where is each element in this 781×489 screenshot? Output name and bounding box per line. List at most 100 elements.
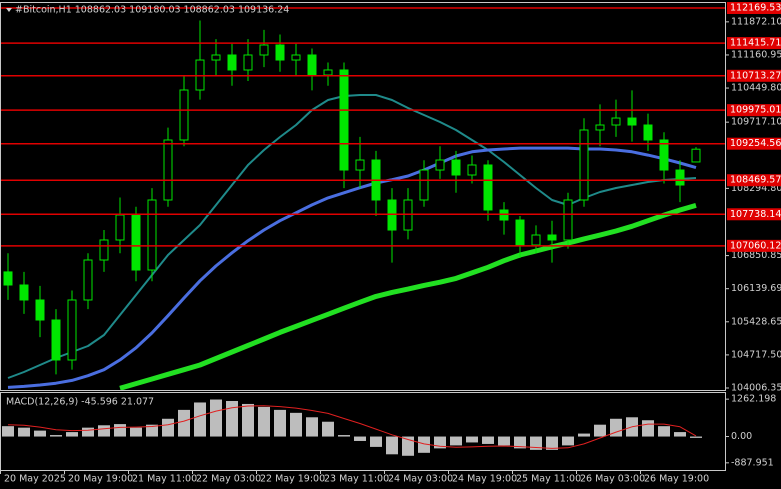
histogram-bar [610,418,622,437]
menu-icon [6,8,12,12]
level-tag [727,104,781,117]
histogram-bar [258,406,270,437]
histogram-bar [498,436,510,446]
candle-body [275,44,285,61]
histogram-bar [658,426,670,437]
level-tag [727,137,781,150]
y-tick-label: 104006.35 [731,383,781,394]
price-frame [0,2,726,391]
histogram-bar [690,436,702,438]
candle-body [35,299,45,321]
level-label: 109254.56 [730,138,781,149]
candle-body [339,69,349,171]
y-tick-label: 1262.198 [731,394,776,405]
candle-body [627,117,637,126]
moving-average [119,202,697,390]
level-label: 107060.12 [730,240,781,251]
histogram-bar [530,436,542,450]
candle-body [659,139,669,171]
y-tick-label: 0.00 [731,431,752,442]
candle-body [643,124,653,141]
candle-body [563,199,573,241]
candle-body [611,117,621,126]
candle-body [451,159,461,176]
candle-body [355,159,365,171]
candle-body [419,169,429,201]
x-tick-label: 20 May 19:00 [68,474,133,485]
x-tick-label: 22 May 03:00 [196,474,261,485]
candle-body [3,271,13,286]
candle-body [483,164,493,211]
x-tick-label: 22 May 19:00 [260,474,325,485]
level-label: 108469.57 [730,175,781,186]
y-tick-label: 106850.85 [731,250,781,261]
candle-body [147,199,157,271]
histogram-bar [354,436,366,441]
histogram-bar [674,432,686,437]
level-tag [727,239,781,252]
x-tick-label: 23 May 11:00 [324,474,389,485]
price-panel [0,7,725,390]
y-tick-label: -887.951 [731,457,774,468]
level-label: 109975.01 [730,105,781,116]
x-tick-label: 24 May 03:00 [388,474,453,485]
y-tick-label: 110449.80 [731,83,781,94]
histogram-bar [274,409,286,437]
histogram-bar [34,430,46,437]
histogram-bar [82,427,94,437]
histogram-bar [514,436,526,449]
candle-body [211,54,221,61]
macd-title: MACD(12,26,9) -45.596 21.077 [6,397,154,408]
histogram-bar [50,435,62,437]
level-label: 110713.27 [730,70,781,81]
level-tag [727,69,781,82]
histogram-bar [290,412,302,437]
x-tick-label: 25 May 11:00 [516,474,581,485]
x-tick-label: 26 May 19:00 [644,474,709,485]
y-tick-label: 109717.10 [731,117,781,128]
level-label: 111415.71 [730,38,781,49]
x-tick-label: 21 May 11:00 [132,474,197,485]
histogram-bar [178,409,190,437]
y-tick-label: 105428.65 [731,316,781,327]
histogram-bar [642,420,654,437]
candle-body [19,284,29,301]
candle-body [691,148,701,163]
chart-title: #Bitcoin,H1 108862.03 109180.03 108862.0… [15,5,289,16]
x-tick-label: 24 May 19:00 [452,474,517,485]
level-tag [727,208,781,221]
level-tag [727,2,781,14]
histogram-bar [242,403,254,437]
histogram-bar [194,402,206,437]
histogram-bar [418,436,430,453]
histogram-bar [306,417,318,437]
histogram-bar [66,432,78,437]
histogram-bar [546,436,558,450]
histogram-bar [370,436,382,447]
x-tick-label: 26 May 03:00 [580,474,645,485]
histogram-bar [450,436,462,446]
candle-body [227,54,237,71]
candle-body [675,169,685,186]
histogram-bar [338,435,350,437]
level-tag [727,174,781,187]
histogram-bar [482,436,494,444]
histogram-bar [562,436,574,446]
histogram-bar [466,436,478,443]
candle-body [323,69,333,76]
candle-body [307,54,317,76]
y-tick-label: 104717.50 [731,349,781,360]
candle-body [163,139,173,201]
candle-body [467,164,477,176]
histogram-bar [2,426,14,437]
histogram-bar [162,418,174,437]
candle-body [291,54,301,61]
histogram-bar [226,400,238,437]
signal-line [7,405,697,449]
candle-body [595,124,605,131]
histogram-bar [18,427,30,437]
level-label: 112169.53 [730,3,781,14]
